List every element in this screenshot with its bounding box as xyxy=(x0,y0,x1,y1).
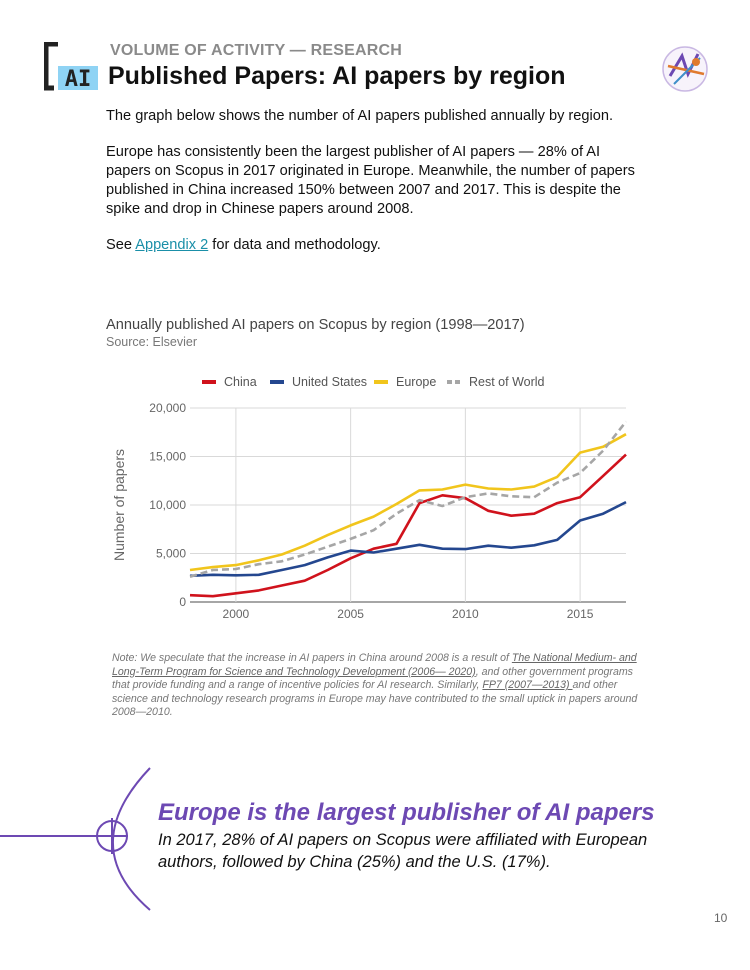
appendix-prefix: See xyxy=(106,237,136,253)
series-line xyxy=(189,453,627,598)
intro-paragraph-2: Europe has consistently been the largest… xyxy=(106,144,635,217)
note-link-fp7[interactable]: FP7 (2007—2013) xyxy=(482,679,573,692)
section-kicker: VOLUME OF ACTIVITY — RESEARCH xyxy=(110,42,403,59)
y-tick-label: 10,000 xyxy=(149,498,186,512)
callout-decoration xyxy=(0,767,151,911)
logo-text: AI xyxy=(65,67,92,92)
page-title: Published Papers: AI papers by region xyxy=(108,62,566,90)
page-number: 10 xyxy=(714,911,728,925)
y-tick-label: 0 xyxy=(179,595,186,609)
note-text-3: and other science and technology researc… xyxy=(112,679,638,719)
legend-entry: Rest of World xyxy=(469,375,545,389)
callout-heading: Europe is the largest publisher of AI pa… xyxy=(158,799,655,826)
note-text-2: , and other government programs that pro… xyxy=(112,665,633,692)
appendix-link[interactable]: Appendix 2 xyxy=(135,237,209,253)
report-emblem-icon xyxy=(662,46,708,92)
x-tick-label: 2005 xyxy=(337,607,364,621)
y-tick-label: 15,000 xyxy=(149,450,186,464)
series-line xyxy=(189,500,627,578)
x-tick-label: 2010 xyxy=(452,607,479,621)
note-text-1: Note: We speculate that the increase in … xyxy=(112,652,512,664)
callout-text: In 2017, 28% of AI papers on Scopus were… xyxy=(158,831,648,871)
intro-paragraph-3: See Appendix 2 for data and methodology. xyxy=(106,236,646,255)
legend-entry: China xyxy=(224,375,257,389)
chart-source: Source: Elsevier xyxy=(106,335,198,349)
legend-entry: Europe xyxy=(396,375,436,389)
x-tick-label: 2000 xyxy=(223,607,250,621)
y-axis-label: Number of papers xyxy=(111,449,127,561)
series-line xyxy=(189,420,628,579)
legend-entry: United States xyxy=(292,375,367,389)
ai-index-logo: AI xyxy=(44,42,98,92)
appendix-suffix: for data and methodology. xyxy=(208,237,381,253)
papers-by-region-line-chart: 0 5,000 10,000 15,000 20,000 2000 2005 2010 2015… xyxy=(111,375,628,621)
chart-title: Annually published AI papers on Scopus b… xyxy=(106,317,525,333)
intro-text: The graph below shows the number of AI p… xyxy=(106,107,646,272)
y-tick-label: 20,000 xyxy=(149,401,186,415)
series-line xyxy=(189,433,627,572)
note-link-china-program[interactable]: The National Medium- and Long-Term Progr… xyxy=(112,652,637,678)
x-tick-label: 2015 xyxy=(567,607,594,621)
chart-note: Note: We speculate that the increase in … xyxy=(112,652,652,720)
intro-paragraph-1: The graph below shows the number of AI p… xyxy=(106,108,614,124)
y-tick-label: 5,000 xyxy=(156,547,186,561)
